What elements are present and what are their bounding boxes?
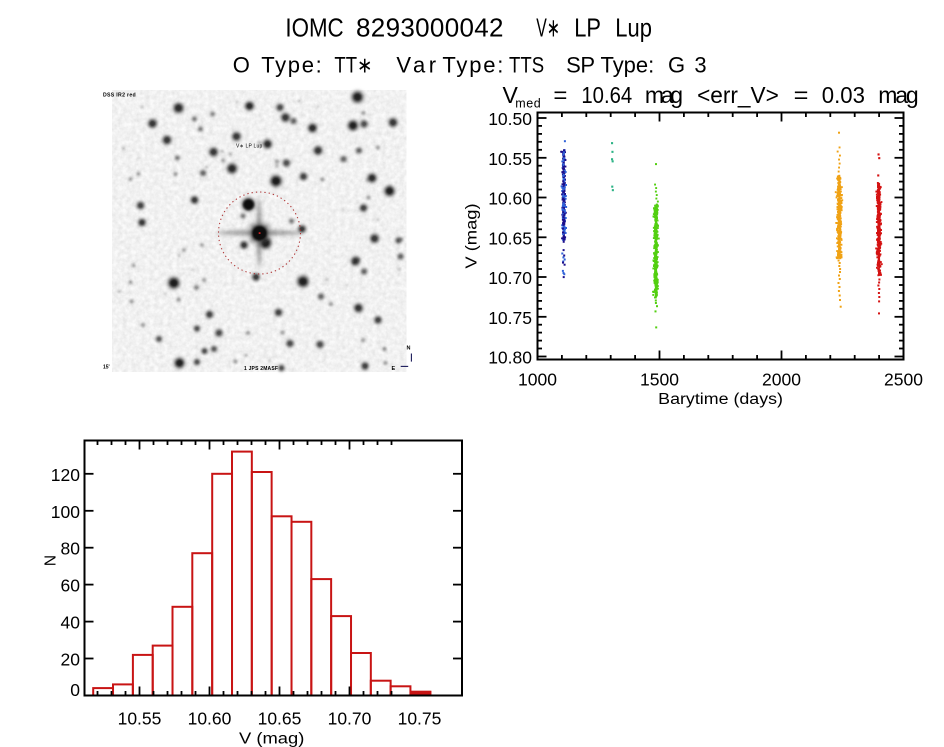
svg-text:0: 0 [70, 680, 80, 700]
svg-text:1 JPS 2MASF: 1 JPS 2MASF [244, 366, 278, 372]
svg-text:10.60: 10.60 [488, 189, 532, 209]
svg-text:10.65: 10.65 [258, 709, 302, 729]
svg-text:10.80: 10.80 [488, 348, 532, 368]
svg-text:10.70: 10.70 [328, 709, 372, 729]
svg-text:V (mag): V (mag) [239, 731, 304, 747]
svg-text:10.75: 10.75 [488, 308, 532, 328]
svg-text:V∗ LP Lup: V∗ LP Lup [236, 144, 262, 150]
svg-text:10.70: 10.70 [488, 268, 532, 288]
svg-text:10.75: 10.75 [398, 709, 442, 729]
svg-text:15': 15' [103, 365, 110, 371]
svg-text:V (mag): V (mag) [464, 203, 481, 268]
svg-text:40: 40 [61, 613, 81, 633]
svg-text:N: N [407, 346, 411, 352]
svg-text:Barytime (days): Barytime (days) [658, 391, 783, 408]
svg-text:10.55: 10.55 [118, 709, 162, 729]
svg-text:10.65: 10.65 [488, 228, 532, 248]
svg-text:1000: 1000 [518, 370, 557, 390]
svg-text:2000: 2000 [762, 370, 801, 390]
svg-text:DSS IR2 red: DSS IR2 red [103, 93, 136, 99]
svg-text:120: 120 [51, 465, 80, 485]
svg-text:1500: 1500 [640, 370, 679, 390]
svg-text:N: N [42, 555, 59, 566]
svg-text:E: E [392, 366, 396, 372]
svg-text:20: 20 [61, 650, 81, 670]
svg-text:80: 80 [61, 539, 81, 559]
svg-text:10.50: 10.50 [488, 109, 532, 129]
svg-text:10.55: 10.55 [488, 149, 532, 169]
svg-text:10.60: 10.60 [188, 709, 232, 729]
svg-text:60: 60 [61, 576, 81, 596]
svg-text:2500: 2500 [884, 370, 923, 390]
svg-text:100: 100 [51, 502, 80, 522]
